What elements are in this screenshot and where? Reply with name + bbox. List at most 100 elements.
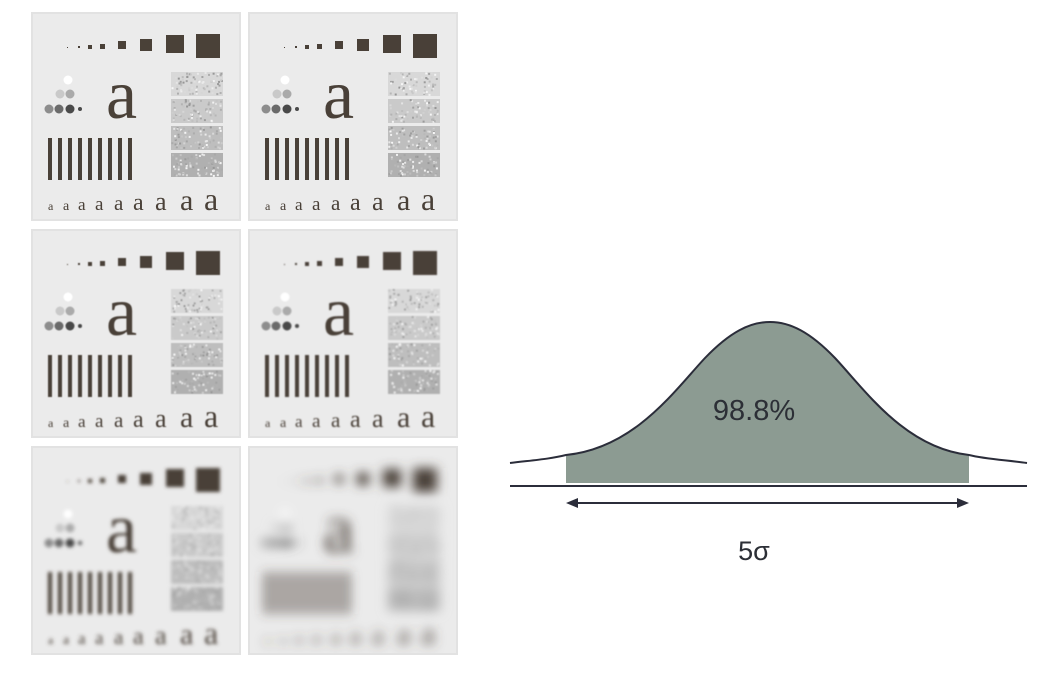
noise-speck	[420, 328, 422, 330]
vertical-bar	[335, 355, 339, 397]
noise-speck	[396, 346, 398, 348]
noise-speck	[428, 73, 430, 75]
noise-speck	[390, 374, 392, 376]
noise-speck	[181, 581, 183, 583]
noise-speck	[426, 545, 428, 547]
noise-speck	[220, 308, 222, 310]
noise-speck	[212, 290, 214, 292]
noise-speck	[196, 346, 198, 348]
noise-speck	[407, 303, 409, 305]
noise-speck	[200, 289, 202, 291]
noise-speck	[412, 322, 414, 324]
noise-speck	[404, 506, 406, 508]
noise-speck	[210, 114, 212, 116]
noise-speck	[215, 146, 217, 148]
noise-speck	[209, 310, 211, 312]
noise-speck	[213, 167, 215, 169]
small-glyph: a	[265, 633, 271, 647]
noise-speck	[184, 541, 186, 543]
noise-speck	[424, 137, 426, 139]
noise-speck	[211, 547, 213, 549]
noise-speck	[399, 347, 401, 349]
noise-speck	[203, 129, 205, 131]
noise-speck	[437, 600, 439, 602]
noise-speck	[186, 577, 188, 579]
noise-speck	[412, 161, 414, 163]
noise-speck	[424, 519, 426, 521]
noise-speck	[196, 91, 198, 93]
noise-speck	[395, 523, 397, 525]
vertical-bar	[335, 572, 339, 614]
noise-speck	[208, 357, 210, 359]
noise-speck	[391, 343, 393, 345]
noise-speck	[210, 126, 212, 128]
area-percentage-label: 98.8%	[713, 395, 795, 427]
noise-speck	[213, 140, 215, 142]
noise-speck	[428, 569, 430, 571]
test-pattern-svg: aa a a a a a a a a	[33, 448, 239, 653]
noise-speck	[201, 168, 203, 170]
test-pattern-panel-1: aaaaaaaaaa	[31, 12, 241, 221]
noise-speck	[406, 577, 408, 579]
noise-speck	[211, 351, 213, 353]
noise-speck	[404, 384, 406, 386]
noise-speck	[434, 509, 436, 511]
noise-speck	[190, 512, 192, 514]
noise-speck	[418, 578, 420, 580]
noise-speck	[411, 595, 413, 597]
small-glyph: a	[421, 615, 435, 651]
noise-speck	[202, 127, 204, 129]
noise-speck	[219, 103, 221, 105]
noise-speck	[175, 144, 177, 146]
noise-speck	[405, 563, 407, 565]
noise-speck	[422, 510, 424, 512]
noise-speck	[390, 302, 392, 304]
noise-speck	[412, 388, 414, 390]
noise-speck	[402, 163, 404, 165]
square-mark	[295, 46, 297, 48]
small-glyph: a	[265, 416, 271, 430]
noise-speck	[436, 561, 438, 563]
noise-speck	[427, 565, 429, 567]
noise-speck	[214, 364, 216, 366]
noise-speck	[216, 335, 218, 337]
noise-speck	[390, 506, 392, 508]
noise-speck	[216, 75, 218, 77]
noise-speck	[396, 113, 398, 115]
small-glyph: a	[133, 190, 144, 216]
noise-speck	[213, 170, 215, 172]
noise-speck	[392, 350, 394, 352]
noise-speck	[196, 93, 198, 95]
noise-speck	[437, 564, 439, 566]
noise-speck	[438, 333, 440, 335]
noise-speck	[185, 136, 187, 138]
noise-speck	[183, 517, 185, 519]
noise-speck	[172, 382, 174, 384]
noise-speck	[397, 356, 399, 358]
noise-speck	[418, 306, 420, 308]
square-mark	[305, 262, 309, 266]
noise-speck	[218, 81, 220, 83]
noise-speck	[396, 605, 398, 607]
noise-speck	[212, 580, 214, 582]
noise-speck	[175, 536, 177, 538]
noise-speck	[407, 547, 409, 549]
noise-speck	[209, 349, 211, 351]
noise-speck	[430, 332, 432, 334]
noise-speck	[181, 299, 183, 301]
noise-speck	[202, 384, 204, 386]
noise-speck	[413, 373, 415, 375]
noise-speck	[426, 602, 428, 604]
small-glyph: a	[204, 181, 218, 217]
noise-speck	[201, 76, 203, 78]
noise-speck	[174, 109, 176, 111]
noise-speck	[204, 119, 206, 121]
intensity-dot	[56, 90, 65, 99]
intensity-dot	[262, 539, 271, 548]
noise-speck	[429, 135, 431, 137]
noise-speck	[396, 349, 398, 351]
noise-speck	[177, 319, 179, 321]
noise-speck	[220, 101, 222, 103]
noise-speck	[395, 301, 397, 303]
noise-speck	[407, 535, 409, 537]
